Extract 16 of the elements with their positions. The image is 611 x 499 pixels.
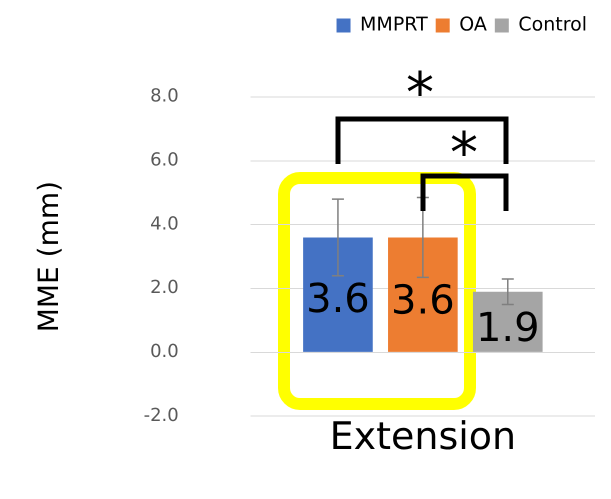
legend-label: MMPRT <box>360 13 428 36</box>
y-axis-title: MME (mm) <box>32 180 66 332</box>
data-label: 3.6 <box>391 278 455 324</box>
annotation: * <box>406 61 434 126</box>
data-label: 1.9 <box>476 304 540 351</box>
y-tick-label: 4.0 <box>150 213 179 234</box>
y-tick-label: 2.0 <box>150 277 179 298</box>
y-tick-label: 6.0 <box>150 150 179 171</box>
y-tick-label: -2.0 <box>144 404 179 426</box>
legend-label: OA <box>459 13 487 36</box>
data-label: 3.6 <box>306 276 370 322</box>
legend-label: Control <box>518 13 588 36</box>
x-tick-label: Extension <box>330 414 516 458</box>
annotation: * <box>450 121 478 186</box>
y-tick-label: 8.0 <box>150 86 179 107</box>
y-tick-label: 0.0 <box>150 341 179 362</box>
